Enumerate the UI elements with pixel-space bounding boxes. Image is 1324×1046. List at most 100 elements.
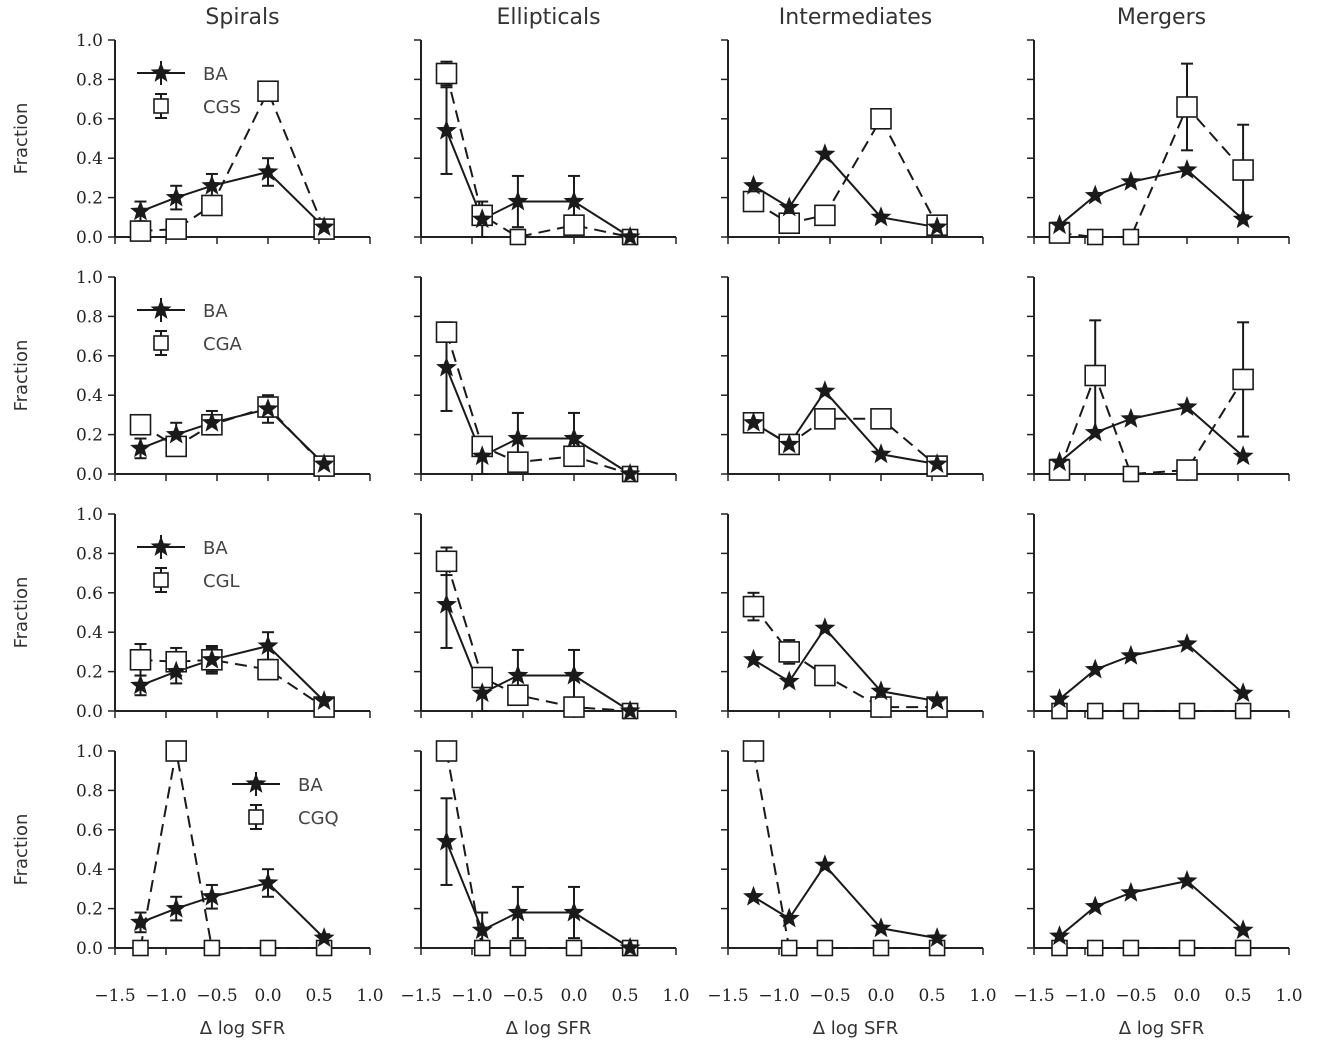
marker-ba <box>1232 682 1254 703</box>
y-tick-label: 0.6 <box>76 110 103 130</box>
marker-ba <box>130 437 151 458</box>
marker-ba <box>436 356 457 377</box>
legend-marker-ba <box>150 62 172 82</box>
series-line-ba <box>1058 405 1244 463</box>
x-tick-label: 0.0 <box>560 986 587 1006</box>
y-tick-label: 0.2 <box>76 189 103 209</box>
y-tick-label: 0.6 <box>76 347 103 367</box>
marker-ba <box>1120 881 1142 902</box>
x-axis-label: Δ log SFR <box>1119 1018 1204 1039</box>
marker-ba <box>1120 644 1142 665</box>
legend-label-cgl: CGL <box>203 571 240 592</box>
marker-ba <box>778 907 800 928</box>
legend-label-cgq: CGQ <box>298 808 339 829</box>
marker-ba <box>563 664 585 685</box>
series-line-cgs <box>1059 105 1244 238</box>
marker-cgs <box>1086 228 1104 246</box>
series-line-cgq <box>139 750 325 949</box>
y-tick-label: 1.0 <box>76 268 103 288</box>
marker-ba <box>743 648 764 669</box>
marker-ba <box>507 664 529 685</box>
legend: BA CGA <box>137 298 243 356</box>
panel-intermediates-cgl <box>721 513 984 718</box>
legend-marker-cga <box>153 335 169 351</box>
y-tick-label: 1.0 <box>76 505 103 525</box>
series-line-ba <box>1058 168 1244 226</box>
marker-ba <box>1176 870 1198 890</box>
marker-ba <box>814 143 836 164</box>
marker-ba <box>870 206 892 227</box>
marker-cgs <box>870 108 892 130</box>
marker-ba <box>201 411 223 432</box>
marker-cgs <box>1122 228 1140 246</box>
x-tick-label: −1.0 <box>145 986 186 1006</box>
marker-ba <box>165 186 187 207</box>
marker-cgs <box>165 218 187 240</box>
marker-cgq <box>742 740 765 762</box>
legend-marker-cgq <box>248 809 264 825</box>
panel-ellipticals-cgq: −1.5 −1.0 −0.5 0.0 0.5 1.0 Δ log SFR <box>400 740 690 1039</box>
marker-ba <box>130 674 151 695</box>
x-tick-label: −0.5 <box>809 986 850 1006</box>
marker-ba <box>870 680 892 701</box>
series-line-cgq <box>752 750 938 949</box>
marker-ba <box>563 427 585 448</box>
panel-mergers-cgl <box>1027 513 1290 720</box>
marker-ba <box>926 216 948 237</box>
marker-cgs <box>742 190 765 213</box>
x-tick-label: −1.5 <box>400 986 441 1006</box>
marker-ba <box>1232 919 1254 940</box>
column-title-spirals: Spirals <box>205 5 279 30</box>
y-tick-label: 0.4 <box>76 860 103 880</box>
marker-ba <box>1049 688 1070 709</box>
marker-cga <box>165 435 187 458</box>
legend-label-ba: BA <box>203 538 228 559</box>
marker-cgs <box>1232 159 1254 181</box>
legend: BA CGS <box>137 61 241 119</box>
marker-cgq <box>473 939 491 957</box>
marker-ba <box>619 463 641 483</box>
marker-cgs <box>201 194 223 217</box>
marker-ba <box>814 854 836 875</box>
panel-mergers-cga <box>1027 276 1290 483</box>
y-axis-label: Fraction <box>11 577 32 649</box>
y-tick-label: 0.6 <box>76 584 103 604</box>
marker-ba <box>563 901 585 922</box>
marker-cga <box>870 408 892 430</box>
marker-cgl <box>1178 702 1196 720</box>
x-tick-label: 0.5 <box>918 986 945 1006</box>
marker-ba <box>507 190 529 211</box>
marker-ba <box>130 911 151 932</box>
x-tick-label: −1.5 <box>94 986 135 1006</box>
marker-ba <box>436 593 457 614</box>
x-tick-label: 0.0 <box>254 986 281 1006</box>
marker-ba <box>1084 895 1106 916</box>
y-tick-label: 0.0 <box>76 465 103 485</box>
marker-ba <box>743 174 764 195</box>
legend-label-ba: BA <box>203 64 228 85</box>
marker-ba <box>1176 633 1198 653</box>
panel-spirals-cga: 0.0 0.2 0.4 0.6 0.8 1.0 BA CGA <box>76 268 371 485</box>
marker-ba <box>313 216 335 237</box>
x-tick-label: −1.5 <box>1013 986 1054 1006</box>
marker-ba <box>743 411 764 432</box>
marker-cga <box>507 451 529 473</box>
marker-cgq <box>259 939 277 957</box>
marker-ba <box>870 917 892 938</box>
x-tick-label: 1.0 <box>969 986 996 1006</box>
panel-spirals-cgs: 0.0 0.2 0.4 0.6 0.8 1.0 BA CGS <box>76 31 371 248</box>
x-tick-label: −1.0 <box>758 986 799 1006</box>
marker-ba <box>778 196 800 217</box>
panel-mergers-cgs <box>1027 39 1290 246</box>
marker-ba <box>870 443 892 464</box>
marker-ba <box>257 871 279 892</box>
marker-cgq <box>203 939 221 957</box>
marker-ba <box>313 927 335 948</box>
marker-cgq <box>816 939 834 957</box>
x-tick-label: 1.0 <box>356 986 383 1006</box>
marker-cgl <box>870 696 892 718</box>
marker-cgl <box>742 595 765 618</box>
marker-cgs <box>129 220 152 242</box>
x-tick-label: −0.5 <box>196 986 237 1006</box>
